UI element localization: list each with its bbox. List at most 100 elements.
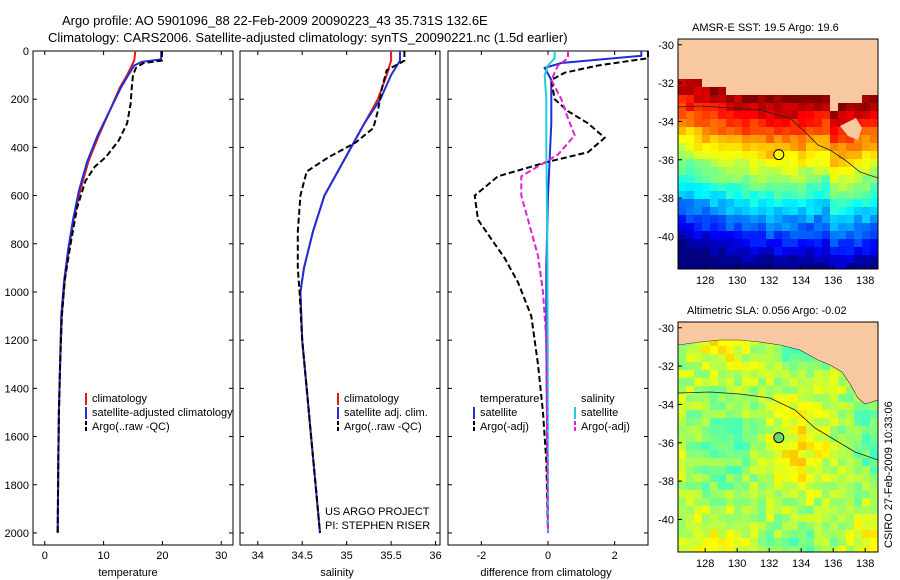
map-cell (750, 95, 758, 103)
y-tick-label: 800 (11, 239, 29, 251)
map-cell (798, 538, 806, 546)
map-cell (686, 103, 694, 111)
map-cell (766, 223, 774, 231)
map-cell (870, 498, 878, 506)
map-cell (822, 482, 830, 490)
map-cell (782, 119, 790, 127)
map-cell (758, 223, 766, 231)
map-cell (702, 346, 710, 354)
map-cell (830, 522, 838, 530)
map-cell (782, 159, 790, 167)
map-cell (710, 442, 718, 450)
map-cell (806, 95, 814, 103)
map-cell (702, 87, 710, 95)
map-cell (678, 386, 686, 394)
map-cell (718, 394, 726, 402)
map-cell (822, 378, 830, 386)
map-cell (702, 354, 710, 362)
x-tick-label: 35.5 (380, 550, 401, 562)
map-cell (846, 386, 854, 394)
map-cell (806, 442, 814, 450)
map-cell (718, 255, 726, 263)
map-cell (838, 255, 846, 263)
map-cell (726, 482, 734, 490)
map-cell (702, 239, 710, 247)
map-cell (678, 175, 686, 183)
map-cell (710, 370, 718, 378)
map-cell (838, 394, 846, 402)
map-cell (686, 119, 694, 127)
map-cell (758, 183, 766, 191)
map-cell (750, 434, 758, 442)
map-cell (718, 362, 726, 370)
y-tick-label: 1000 (5, 287, 29, 299)
map-cell (782, 490, 790, 498)
salinity-axes-box (239, 50, 441, 546)
y-tick-label: -40 (658, 231, 674, 243)
map-cell (678, 263, 686, 269)
map-cell (798, 151, 806, 159)
map-cell (678, 119, 686, 127)
map-cell (734, 175, 742, 183)
map-cell (774, 346, 782, 354)
map-cell (734, 346, 742, 354)
map-cell (806, 135, 814, 143)
map-cell (782, 135, 790, 143)
map-cell (742, 151, 750, 159)
map-cell (774, 247, 782, 255)
map-cell (686, 135, 694, 143)
map-cell (742, 111, 750, 119)
map-cell (702, 386, 710, 394)
map-cell (790, 191, 798, 199)
map-cell (782, 239, 790, 247)
map-cell (862, 263, 870, 269)
map-cell (686, 418, 694, 426)
map-cell (838, 207, 846, 215)
temperature-legend: climatology satellite-adjusted climatolo… (85, 393, 233, 433)
map-cell (814, 143, 822, 151)
map-cell (750, 167, 758, 175)
map-cell (734, 354, 742, 362)
map-cell (798, 223, 806, 231)
map-cell (854, 466, 862, 474)
map-cell (758, 474, 766, 482)
map-cell (814, 103, 822, 111)
map-cell (702, 247, 710, 255)
map-cell (758, 498, 766, 506)
map-cell (798, 418, 806, 426)
map-cell (766, 386, 774, 394)
map-cell (694, 418, 702, 426)
series-line-argo-raw-qc (296, 51, 406, 534)
map-cell (830, 223, 838, 231)
temperature-panel: 0 200 400 600 800 1000 1200 1400 1600 1800 2000 0 1… (5, 46, 234, 579)
map-cell (830, 546, 838, 552)
map-cell (838, 458, 846, 466)
map-cell (726, 514, 734, 522)
legend-label-argo: Argo(..raw -QC) (92, 421, 170, 433)
map-cell (774, 458, 782, 466)
map-cell (686, 143, 694, 151)
map-cell (750, 346, 758, 354)
map-cell (742, 546, 750, 552)
map-cell (734, 127, 742, 135)
series-line-satellite-adj-clim (299, 51, 401, 534)
map-cell (766, 538, 774, 546)
map-cell (678, 450, 686, 458)
map-cell (726, 207, 734, 215)
map-cell (734, 426, 742, 434)
map-cell (742, 394, 750, 402)
map-cell (718, 175, 726, 183)
map-cell (838, 263, 846, 269)
y-tick-label: -38 (658, 193, 674, 205)
map-cell (782, 418, 790, 426)
map-cell (702, 362, 710, 370)
map-cell (870, 167, 878, 175)
map-cell (686, 159, 694, 167)
map-cell (718, 434, 726, 442)
map-cell (702, 159, 710, 167)
y-tick-label: 1600 (5, 432, 29, 444)
map-cell (814, 458, 822, 466)
map-cell (782, 167, 790, 175)
map-cell (750, 546, 758, 552)
map-cell (742, 127, 750, 135)
